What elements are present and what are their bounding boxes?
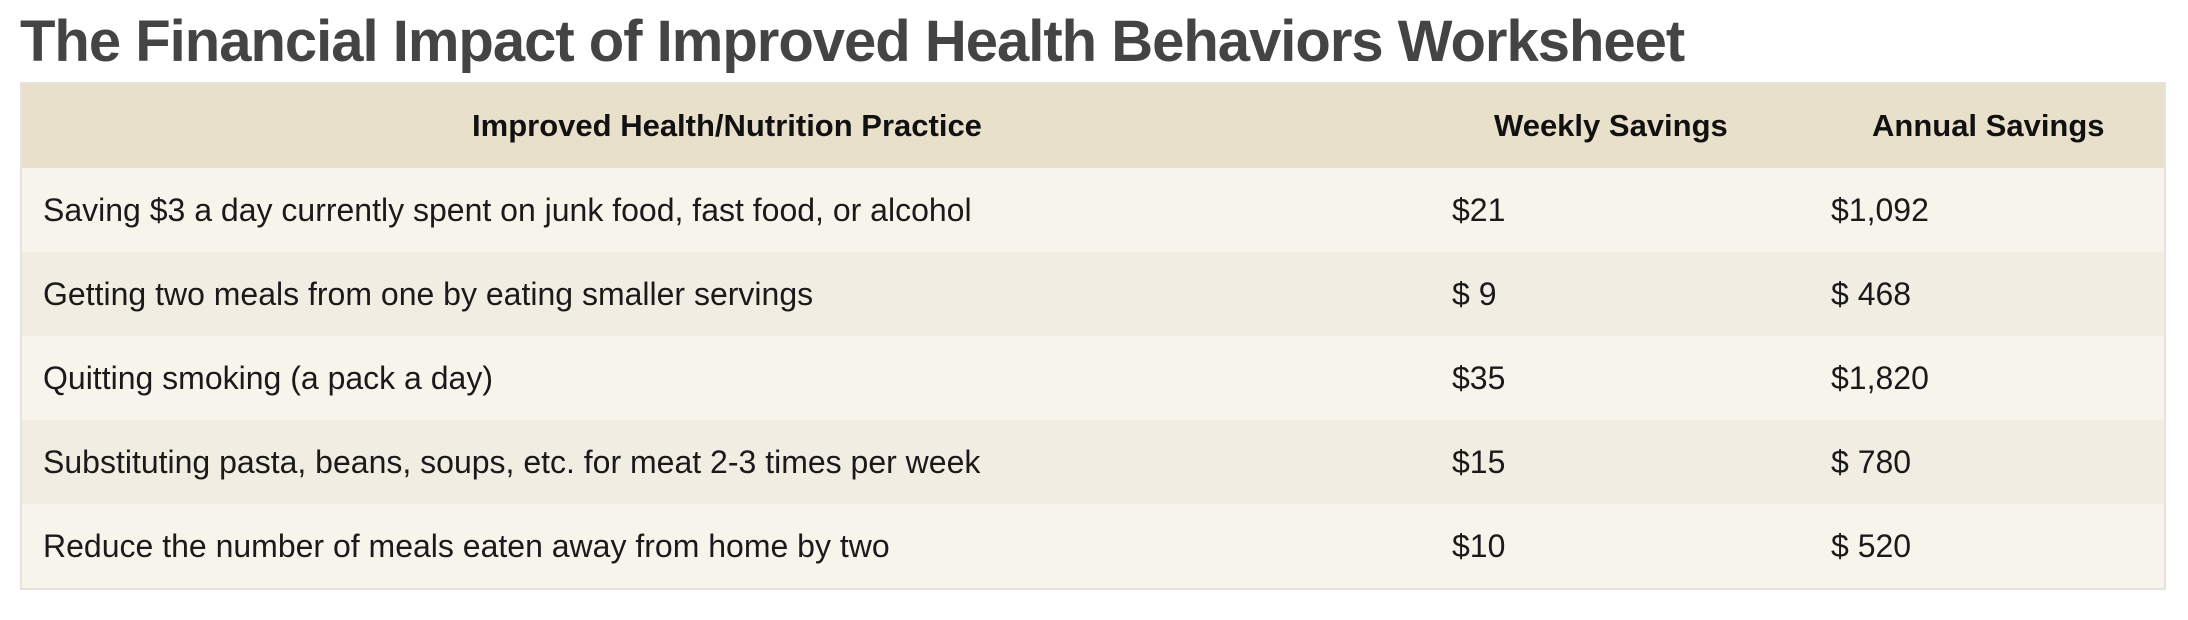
table-row: Quitting smoking (a pack a day) $35 $1,8…: [22, 336, 2164, 420]
annual-savings-cell: $ 468: [1831, 275, 1912, 312]
practice-cell: Getting two meals from one by eating sma…: [43, 275, 814, 312]
weekly-savings-cell: $ 9: [1452, 275, 1497, 312]
table-row: Substituting pasta, beans, soups, etc. f…: [22, 420, 2164, 504]
weekly-savings-cell: $10: [1452, 527, 1506, 564]
practice-cell: Quitting smoking (a pack a day): [43, 359, 493, 396]
page-title: The Financial Impact of Improved Health …: [20, 9, 1685, 74]
annual-savings-cell: $ 780: [1831, 443, 1912, 480]
column-header-weekly: Weekly Savings: [1494, 108, 1728, 143]
annual-savings-cell: $1,092: [1831, 191, 1929, 228]
table-row: Getting two meals from one by eating sma…: [22, 252, 2164, 336]
table-row: Saving $3 a day currently spent on junk …: [22, 168, 2164, 252]
table-header-row: Improved Health/Nutrition Practice Weekl…: [22, 84, 2164, 168]
annual-savings-cell: $1,820: [1831, 359, 1929, 396]
weekly-savings-cell: $15: [1452, 443, 1506, 480]
practice-cell: Reduce the number of meals eaten away fr…: [43, 527, 890, 564]
annual-savings-cell: $ 520: [1831, 527, 1912, 564]
column-header-practice: Improved Health/Nutrition Practice: [472, 108, 982, 143]
column-header-annual: Annual Savings: [1872, 108, 2105, 143]
practice-cell: Substituting pasta, beans, soups, etc. f…: [43, 443, 981, 480]
practice-cell: Saving $3 a day currently spent on junk …: [43, 191, 972, 228]
table-row: Reduce the number of meals eaten away fr…: [22, 504, 2164, 588]
weekly-savings-cell: $21: [1452, 191, 1506, 228]
weekly-savings-cell: $35: [1452, 359, 1506, 396]
savings-table: Improved Health/Nutrition Practice Weekl…: [20, 82, 2166, 590]
savings-table-grid: Improved Health/Nutrition Practice Weekl…: [22, 84, 2164, 588]
